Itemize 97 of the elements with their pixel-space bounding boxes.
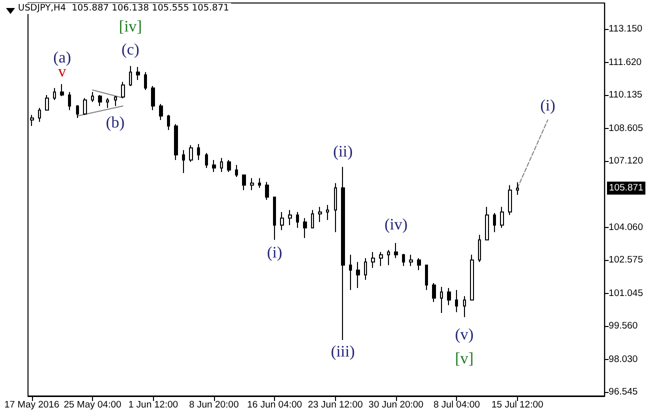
candlestick <box>508 184 512 216</box>
candlestick <box>144 72 147 90</box>
candlestick <box>326 204 329 221</box>
candlestick <box>394 242 398 259</box>
candlestick <box>318 206 322 223</box>
y-tick-label: 98.030 <box>608 354 638 365</box>
candlestick <box>387 249 390 266</box>
y-tick-label: 102.575 <box>608 254 644 266</box>
annotation: (c) <box>122 41 140 58</box>
annotation: (i) <box>267 244 282 262</box>
candlestick <box>463 296 466 318</box>
candlestick <box>280 211 284 231</box>
candlestick <box>364 258 367 280</box>
y-tick-label: 104.060 <box>608 222 644 234</box>
candlestick <box>53 88 56 101</box>
x-tick-label: 23 Jun 12:00 <box>308 400 363 410</box>
candlestick <box>83 98 87 116</box>
y-tick-label: 107.120 <box>608 155 644 166</box>
x-tick-label: 8 Jun 20:00 <box>189 400 239 410</box>
candlestick <box>258 178 261 188</box>
annotation: [iv] <box>118 18 142 36</box>
x-tick-label: 16 Jun 04:00 <box>247 400 302 410</box>
candlestick <box>182 150 185 174</box>
candlestick <box>38 107 41 122</box>
x-tick-label: 15 Jul 12:00 <box>492 400 544 410</box>
annotation: (iii) <box>330 344 355 361</box>
candlestick <box>402 253 405 266</box>
candlestick <box>30 114 34 127</box>
candlestick <box>242 174 246 191</box>
x-tick-label: 30 Jun 20:00 <box>368 400 424 410</box>
candlestick <box>478 234 481 263</box>
candlestick <box>265 182 269 200</box>
candlestick <box>197 143 200 160</box>
annotation: (b) <box>106 114 125 132</box>
candlestick <box>121 81 125 99</box>
annotation: (i) <box>540 97 556 114</box>
x-tick-label: 17 May 2016 <box>4 400 60 410</box>
candlestick <box>76 104 79 118</box>
annotation: (ii) <box>333 143 353 160</box>
candlestick <box>227 159 231 172</box>
y-tick-label: 101.045 <box>608 288 644 300</box>
text: 105.871 <box>609 182 644 194</box>
candlestick <box>379 251 383 266</box>
candlestick <box>250 178 254 191</box>
candlestick <box>205 152 208 169</box>
x-tick-label: 8 Jul 04:00 <box>433 400 480 410</box>
y-tick-label: 96.545 <box>608 386 638 398</box>
candlestick <box>288 209 292 226</box>
candlestick <box>341 166 345 341</box>
annotation: (iv) <box>384 216 408 234</box>
candlestick <box>212 159 216 172</box>
y-tick-label: 108.605 <box>608 122 644 134</box>
candlestick <box>167 114 170 130</box>
candlestick <box>516 182 519 196</box>
y-tick-label: 99.560 <box>608 320 638 332</box>
candlestick <box>470 254 474 301</box>
candlestick <box>136 66 140 80</box>
candlestick <box>334 182 337 233</box>
candlestick <box>129 65 132 87</box>
candlestick <box>91 91 94 103</box>
candlestick <box>447 288 451 306</box>
candlestick <box>432 282 436 303</box>
candlestick <box>493 212 496 233</box>
annotation: [v] <box>454 350 474 368</box>
candlestick <box>220 157 223 172</box>
candlestick <box>417 258 421 271</box>
candlestick <box>114 96 117 106</box>
candlestick <box>273 196 276 240</box>
y-tick-label: 113.150 <box>608 24 642 35</box>
annotation: (v) <box>454 326 474 344</box>
candlestick <box>235 164 238 178</box>
candlestick <box>174 124 178 160</box>
y-tick-label: 111.620 <box>608 56 642 68</box>
candlestick <box>296 211 299 228</box>
x-tick-label: 1 Jun 12:00 <box>128 400 178 410</box>
candlestick <box>151 86 155 111</box>
candlestick <box>106 98 109 108</box>
candlestick <box>455 289 458 313</box>
candlestick <box>60 84 64 97</box>
candlestick <box>485 206 489 240</box>
candlestick <box>98 94 102 106</box>
candlestick <box>159 103 163 120</box>
candlestick <box>311 209 314 228</box>
candlestick <box>371 251 375 268</box>
candlestick <box>356 262 360 289</box>
candlestick <box>68 91 71 111</box>
candlestick <box>189 144 193 162</box>
x-tick-label: 25 May 04:00 <box>64 400 122 410</box>
candlestick <box>409 254 413 266</box>
candlestick <box>500 206 504 228</box>
candlestick <box>425 264 428 290</box>
candlestick <box>303 218 307 238</box>
candlestick <box>45 94 49 111</box>
candlestick <box>440 286 443 314</box>
candlestick <box>349 254 352 290</box>
y-tick-label: 110.135 <box>608 89 642 100</box>
chart-title: USDJPY,H4 105.887 106.138 105.555 105.871 <box>18 4 230 14</box>
